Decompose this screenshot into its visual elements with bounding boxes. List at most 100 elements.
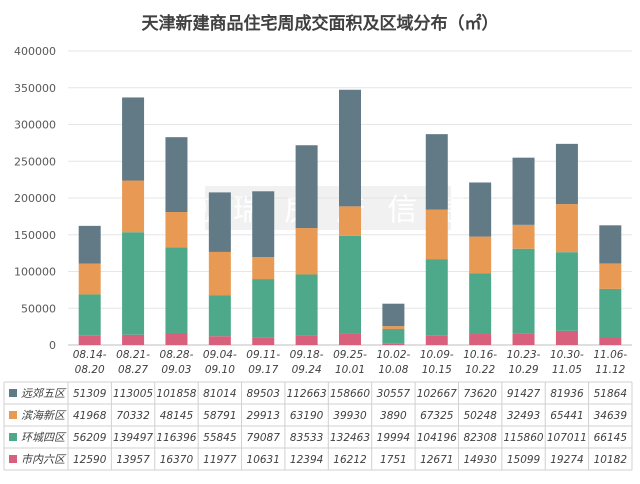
data-label: 48145	[160, 410, 194, 422]
data-label: 132463	[330, 432, 370, 444]
x-tick-label: 09.11-	[246, 349, 280, 361]
bar-segment	[382, 326, 405, 330]
bar-segment	[425, 209, 448, 260]
bar-segment	[208, 336, 231, 345]
bar-segment	[122, 97, 145, 181]
x-tick-label: 09.04-	[203, 349, 237, 361]
data-label: 83533	[290, 432, 323, 444]
bar-segment	[165, 247, 188, 333]
data-label: 34639	[594, 410, 628, 422]
x-tick-label: 10.16-	[463, 349, 497, 361]
bar-segment	[469, 182, 492, 237]
data-label: 56209	[73, 432, 107, 444]
y-axis-ticks: 0 50000 100000 150000 200000 250000 300000 3500…	[14, 45, 56, 352]
data-label: 139497	[113, 432, 153, 444]
data-label: 116396	[156, 432, 196, 444]
data-label: 50248	[463, 410, 497, 422]
data-label: 11977	[203, 454, 237, 466]
bar-segment	[599, 225, 622, 264]
data-label: 58791	[203, 410, 236, 422]
data-label: 67325	[420, 410, 454, 422]
data-label: 104196	[417, 432, 457, 444]
data-label: 102667	[417, 388, 457, 400]
data-label: 113005	[113, 388, 153, 400]
x-tick-label: 08.28-	[160, 349, 194, 361]
data-label: 30557	[377, 388, 411, 400]
data-label: 10631	[247, 454, 280, 466]
bar-segment	[512, 333, 535, 345]
bar-segment	[295, 335, 318, 345]
bar-segment	[122, 180, 145, 233]
data-label: 51864	[594, 388, 627, 400]
data-label: 81936	[550, 388, 584, 400]
data-label: 158660	[330, 388, 370, 400]
x-tick-label: 10.02-	[376, 349, 410, 361]
legend-swatch	[9, 433, 17, 441]
bar-segment	[165, 212, 188, 248]
bar-segment	[78, 294, 101, 336]
data-label: 89503	[247, 388, 280, 400]
y-tick-label: 400000	[14, 45, 56, 58]
bar-segment	[382, 343, 405, 345]
data-label: 65441	[550, 410, 583, 422]
x-tick-label: 09.10	[205, 364, 235, 376]
data-label: 15099	[507, 454, 541, 466]
bar-segment	[122, 232, 145, 335]
bar-segment	[295, 274, 318, 336]
y-tick-label: 100000	[14, 266, 56, 279]
data-label: 112663	[287, 388, 327, 400]
bar-segment	[252, 337, 275, 345]
bar-segment	[555, 252, 578, 331]
bar-segment	[208, 251, 231, 296]
bar-segment	[555, 204, 578, 253]
y-tick-label: 150000	[14, 229, 56, 242]
bar-segment	[469, 236, 492, 274]
data-label: 107011	[547, 432, 587, 444]
data-label: 1751	[380, 454, 407, 466]
legend-swatch	[9, 389, 17, 397]
legend-label: 远郊五区	[21, 387, 67, 400]
legend-swatch	[9, 411, 17, 419]
data-label: 3890	[380, 410, 407, 422]
bar-segment	[469, 273, 492, 335]
bar-segment	[425, 335, 448, 345]
bar-segment	[599, 337, 622, 345]
legend-label: 市内六区	[21, 453, 67, 466]
data-label: 81014	[203, 388, 236, 400]
bar-segment	[469, 334, 492, 345]
data-label: 55845	[203, 432, 237, 444]
bar-segment	[339, 235, 361, 334]
data-label: 73620	[463, 388, 497, 400]
bar-segment	[382, 329, 405, 344]
bar-segment	[339, 206, 361, 236]
bar-segment	[252, 279, 275, 338]
y-tick-label: 200000	[14, 192, 56, 205]
bar-segment	[122, 334, 145, 345]
data-label: 19274	[550, 454, 583, 466]
x-tick-label: 08.14-	[73, 349, 107, 361]
data-table: 远郊五区 51309 113005 101858 81014 89503 112663 158…	[3, 381, 633, 471]
bar-segment	[78, 335, 101, 345]
bar-segment	[382, 303, 405, 327]
bar-segment	[208, 295, 231, 337]
x-tick-label: 10.23-	[507, 349, 541, 361]
x-tick-label: 10.15	[422, 364, 452, 376]
chart-title: 天津新建商品住宅周成交面积及区域分布（㎡）	[142, 13, 499, 34]
x-tick-label: 08.20	[75, 364, 105, 376]
bar-segment	[339, 333, 361, 345]
bar-segment	[78, 225, 101, 264]
data-label: 16212	[333, 454, 367, 466]
data-label: 82308	[463, 432, 497, 444]
bar-segment	[295, 228, 318, 275]
y-tick-label: 300000	[14, 119, 56, 132]
x-tick-label: 09.03	[161, 364, 191, 376]
bar-segment	[252, 191, 275, 258]
data-label: 79087	[247, 432, 281, 444]
bar-segment	[512, 248, 535, 334]
data-label: 91427	[507, 388, 541, 400]
x-tick-label: 11.06-	[593, 349, 627, 361]
data-label: 12671	[420, 454, 453, 466]
x-tick-label: 10.08	[378, 364, 408, 376]
y-tick-label: 50000	[21, 302, 56, 315]
